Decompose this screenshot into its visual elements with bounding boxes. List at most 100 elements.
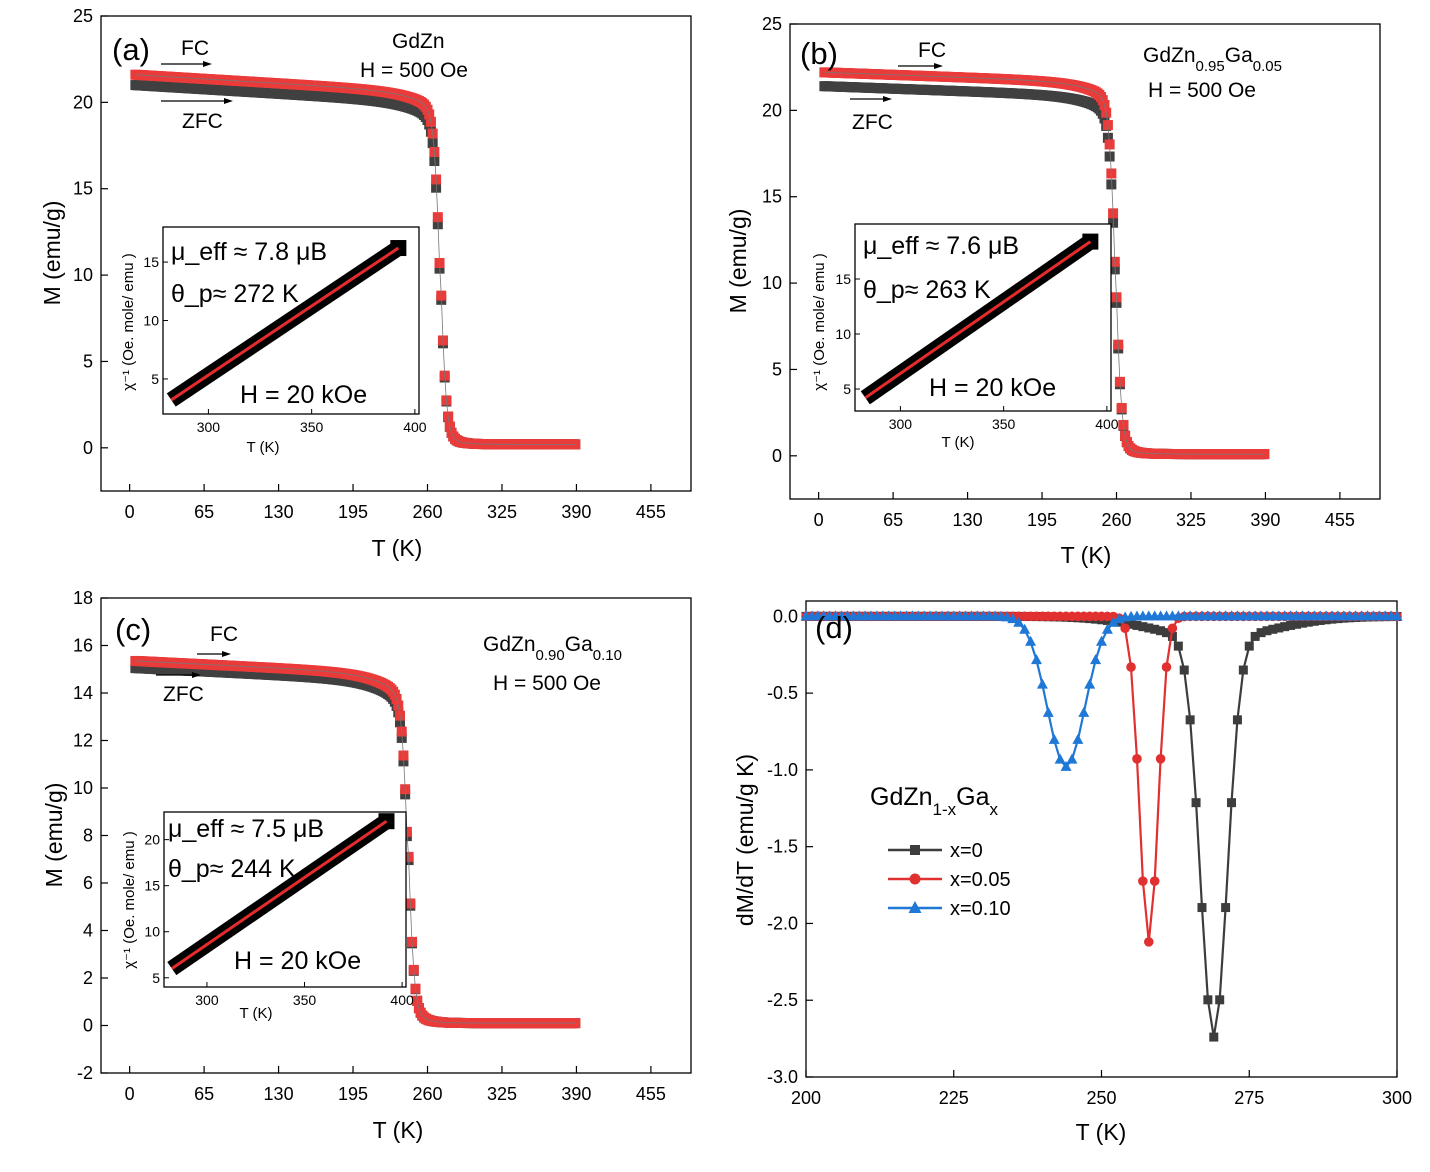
data-marks (130, 69, 581, 450)
inset-x-ticks: 300 350 400 (197, 409, 427, 435)
series-point-x0 (1179, 665, 1189, 675)
series-point-x010 (1107, 616, 1119, 627)
x-tick-label: 300 (1382, 1088, 1412, 1108)
x-ticks: 0 65 130 195 260 325 390 455 (125, 484, 666, 522)
series-point-x005 (1161, 662, 1172, 672)
y-tick-label: 5 (83, 351, 93, 371)
y-tick-label: 0 (83, 1016, 93, 1036)
series-point-x010 (1036, 678, 1048, 689)
series-point-x010 (1030, 654, 1042, 665)
y-tick-label: 20 (762, 100, 782, 120)
x-tick-label: 130 (264, 1084, 294, 1104)
y-ticks: 0 5 10 15 20 25 (762, 14, 797, 466)
x-tick-label: 195 (338, 502, 368, 522)
y-tick-label: 6 (83, 873, 93, 893)
series-point-x0 (1120, 618, 1130, 628)
series-point-x010 (1042, 706, 1054, 717)
zfc-point (427, 138, 438, 149)
y-axis-title: M (emu/g) (39, 201, 65, 306)
zfc-label: ZFC (852, 111, 893, 134)
theta-p-label: θ_p≈ 263 K (863, 276, 991, 304)
y-tick-label: -3.0 (767, 1067, 798, 1087)
x-tick-label: 130 (953, 510, 983, 530)
field-label: H = 500 Oe (360, 59, 468, 82)
inset-marks (860, 233, 1099, 405)
series-point-x0 (1162, 628, 1172, 638)
series-point-x010 (1007, 613, 1019, 624)
y-tick-label: 2 (83, 968, 93, 988)
zfc-point (1099, 113, 1110, 124)
legend: x=0 x=0.05 x=0.10 (888, 840, 1011, 920)
y-tick-label: -2.5 (767, 990, 798, 1010)
fc-connecting-line (824, 72, 1265, 455)
zfc-arrowhead-icon (224, 98, 233, 104)
y-tick-label: -0.5 (767, 683, 798, 703)
x-tick-label: 0 (814, 510, 824, 530)
inset-y-tick-label: 10 (143, 313, 159, 329)
series-point-x0 (1191, 798, 1201, 808)
y-tick-label: 25 (762, 14, 782, 34)
x-tick-label: 260 (412, 1084, 442, 1104)
x-tick-label: 250 (1086, 1088, 1116, 1108)
inset-y-tick-label: 5 (151, 371, 159, 387)
series-point-x0 (1138, 622, 1148, 632)
y-tick-label: 10 (73, 778, 93, 798)
inset-y-ticks: 5 10 15 (143, 254, 168, 387)
series-point-x005 (1149, 876, 1160, 886)
series-point-x0 (1309, 616, 1319, 626)
series-point-x010 (1060, 760, 1072, 771)
inset-field-label: H = 20 kOe (240, 381, 367, 409)
series-point-x010 (1066, 753, 1078, 764)
x-tick-label: 130 (264, 502, 294, 522)
inset-y-tick-label: 10 (144, 924, 160, 940)
x-tick-label: 275 (1234, 1088, 1264, 1108)
y-axis-title: M (emu/g) (725, 209, 751, 314)
theta-p-label: θ_p≈ 272 K (171, 280, 299, 308)
inset-x-tick-label: 400 (390, 992, 414, 1008)
data-marks (819, 67, 1270, 460)
zfc-point (1106, 179, 1117, 190)
series-point-x0 (1232, 715, 1242, 725)
x-tick-label: 455 (636, 1084, 666, 1104)
series-point-x0 (1297, 618, 1307, 628)
y-tick-label: 8 (83, 826, 93, 846)
x-tick-label: 0 (125, 502, 135, 522)
y-tick-label: -2 (77, 1063, 93, 1083)
x-tick-label: 390 (561, 502, 591, 522)
x-ticks: 200 225 250 275 300 (791, 1070, 1412, 1108)
y-ticks: -2 0 2 4 6 8 10 12 14 16 18 (73, 588, 108, 1083)
fc-arrowhead-icon (203, 61, 212, 67)
series-point-x0 (1185, 715, 1195, 725)
series-point-x010 (1096, 635, 1107, 646)
series-point-x010 (1090, 654, 1102, 665)
series-point-x0 (1280, 622, 1290, 632)
y-tick-label: 0 (83, 438, 93, 458)
y-tick-label: 15 (762, 187, 782, 207)
compound-name: GdZn (392, 30, 445, 53)
series-point-x0 (1167, 631, 1177, 641)
panel-label: (c) (115, 612, 151, 647)
y-tick-label: 15 (73, 179, 93, 199)
field-label: H = 500 Oe (493, 672, 601, 695)
legend-entry-label: x=0.05 (950, 869, 1011, 891)
legend-marker-triangle (908, 901, 922, 913)
series-point-x0 (1262, 626, 1272, 636)
inset-fit-line (170, 819, 388, 970)
inset-x-tick-label: 350 (300, 419, 324, 435)
series-line-x=0 (806, 615, 1398, 1038)
inset-x-tick-label: 400 (1095, 416, 1119, 432)
inset-y-tick-label: 15 (835, 271, 851, 287)
series-point-x0 (1150, 624, 1160, 634)
series-point-x005 (1138, 876, 1148, 886)
series-point-x0 (1209, 1032, 1219, 1042)
compound-name: GdZn0.95Ga0.05 (1143, 44, 1282, 75)
inset-x-axis-title: T (K) (239, 1005, 272, 1022)
data-marks (130, 655, 581, 1029)
series-point-x0 (1303, 617, 1313, 627)
legend-entry-label: x=0.10 (950, 898, 1011, 920)
series-point-x0 (1132, 620, 1142, 630)
zfc-point (395, 717, 406, 728)
series-point-x0 (1126, 619, 1136, 629)
